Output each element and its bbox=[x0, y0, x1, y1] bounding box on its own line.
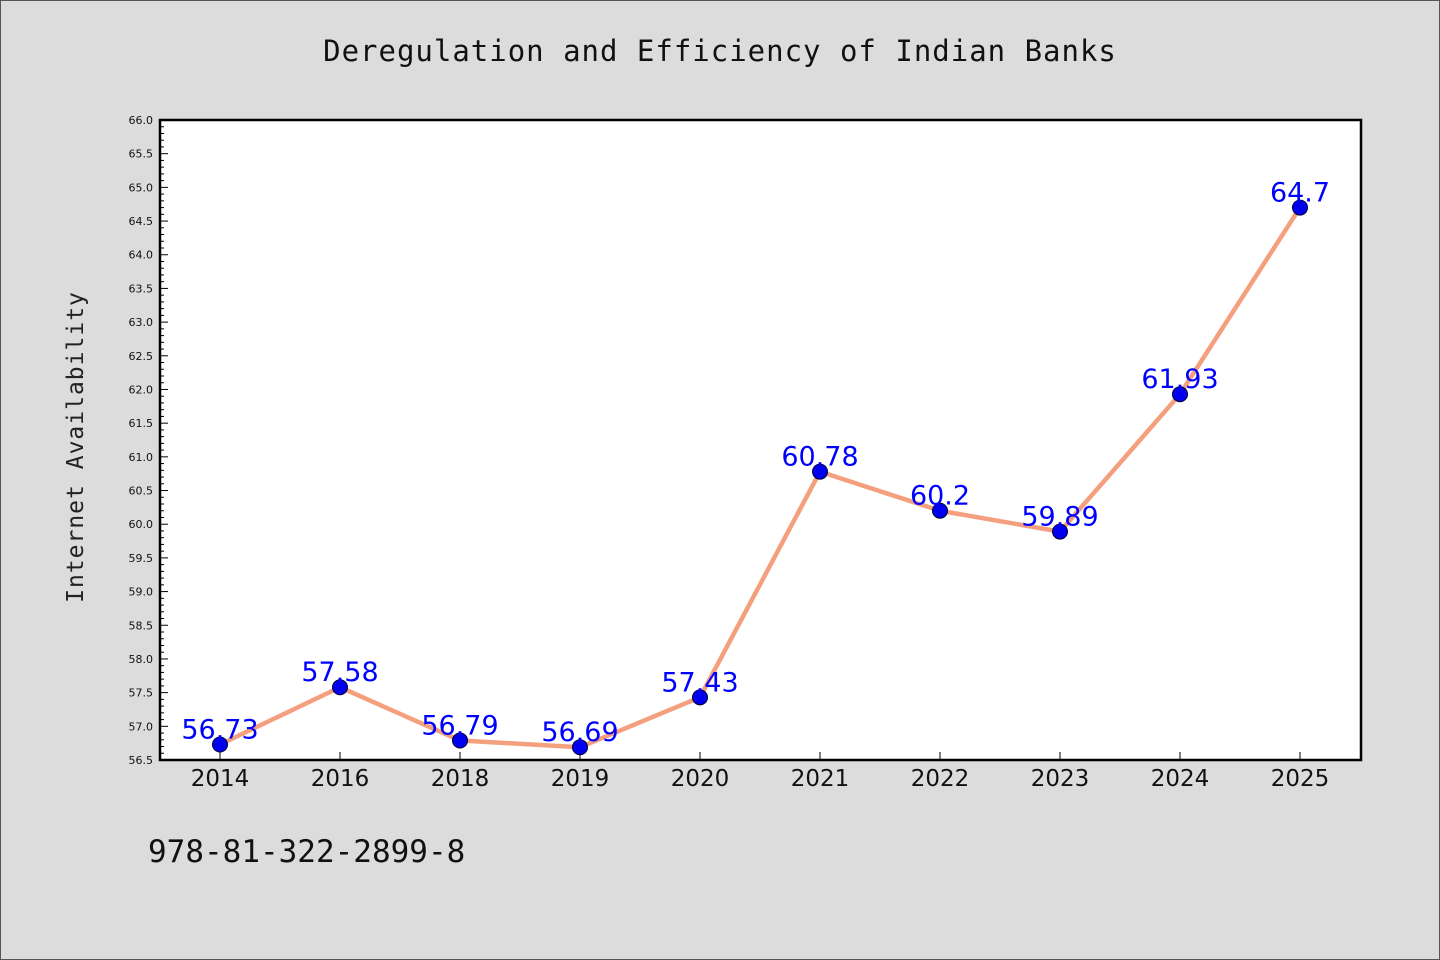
y-tick-label: 64.5 bbox=[129, 215, 154, 228]
data-label: 56.73 bbox=[181, 715, 258, 746]
data-labels: 56.73 57.58 56.79 56.69 57.43 60.78 60.2 59.89 6… bbox=[181, 178, 1330, 749]
data-label: 60.2 bbox=[910, 481, 970, 512]
data-point bbox=[692, 689, 708, 706]
data-label: 64.7 bbox=[1270, 178, 1330, 209]
x-tick-label: 2023 bbox=[1031, 766, 1090, 792]
data-point bbox=[1292, 199, 1308, 216]
y-tick-label: 59.0 bbox=[129, 586, 154, 599]
x-tick-label: 2014 bbox=[191, 766, 250, 792]
y-tick-label: 65.5 bbox=[129, 148, 154, 161]
data-point bbox=[452, 732, 468, 749]
data-point bbox=[812, 463, 828, 480]
series-line bbox=[217, 205, 1303, 750]
y-tick-label: 66.0 bbox=[129, 114, 154, 127]
y-tick-label: 61.5 bbox=[129, 417, 154, 430]
data-point bbox=[572, 739, 588, 756]
data-label: 60.78 bbox=[781, 442, 858, 473]
series-markers bbox=[212, 199, 1308, 756]
x-tick-label: 2024 bbox=[1151, 766, 1210, 792]
data-label: 56.69 bbox=[541, 717, 618, 748]
x-tick-label: 2019 bbox=[551, 766, 610, 792]
data-point bbox=[332, 679, 348, 696]
data-label: 57.58 bbox=[301, 657, 378, 688]
x-tick-label: 2021 bbox=[791, 766, 850, 792]
y-tick-label: 61.0 bbox=[129, 451, 154, 464]
data-point bbox=[1052, 523, 1068, 540]
y-tick-label: 60.5 bbox=[129, 485, 154, 498]
y-tick-label: 64.0 bbox=[129, 249, 154, 262]
y-tick-label: 63.0 bbox=[129, 316, 154, 329]
y-tick-label: 57.0 bbox=[129, 720, 154, 733]
x-tick-label: 2016 bbox=[311, 766, 370, 792]
y-axis-ticks: 56.5 57.0 57.5 58.0 58.5 59.0 59.5 60.0 60.5 61.0… bbox=[129, 114, 168, 767]
x-tick-label: 2022 bbox=[911, 766, 970, 792]
data-label: 56.79 bbox=[421, 710, 498, 741]
y-tick-label: 57.5 bbox=[129, 687, 154, 700]
data-label: 59.89 bbox=[1021, 502, 1098, 533]
x-tick-label: 2018 bbox=[431, 766, 490, 792]
plot-border bbox=[158, 118, 1363, 762]
y-tick-label: 62.5 bbox=[129, 350, 154, 363]
x-tick-label: 2025 bbox=[1271, 766, 1330, 792]
chart-title: Deregulation and Efficiency of Indian Ba… bbox=[323, 34, 1117, 68]
y-tick-label: 60.0 bbox=[129, 518, 154, 531]
data-label: 61.93 bbox=[1141, 364, 1218, 395]
y-tick-label: 58.5 bbox=[129, 619, 154, 632]
x-axis-ticks: 2014 2016 2018 2019 2020 2021 2022 2023 2024 2025 bbox=[191, 752, 1330, 792]
plot-area bbox=[160, 120, 1361, 760]
y-tick-label: 62.0 bbox=[129, 383, 154, 396]
data-point bbox=[1172, 386, 1188, 403]
data-label: 57.43 bbox=[661, 667, 738, 698]
y-tick-label: 56.5 bbox=[129, 754, 154, 767]
data-point bbox=[212, 736, 228, 753]
isbn-text: 978-81-322-2899-8 bbox=[148, 834, 466, 870]
y-tick-label: 58.0 bbox=[129, 653, 154, 666]
y-tick-label: 63.5 bbox=[129, 282, 154, 295]
x-tick-label: 2020 bbox=[671, 766, 730, 792]
y-tick-label: 59.5 bbox=[129, 552, 154, 565]
data-point bbox=[932, 502, 948, 519]
y-tick-label: 65.0 bbox=[129, 181, 154, 194]
